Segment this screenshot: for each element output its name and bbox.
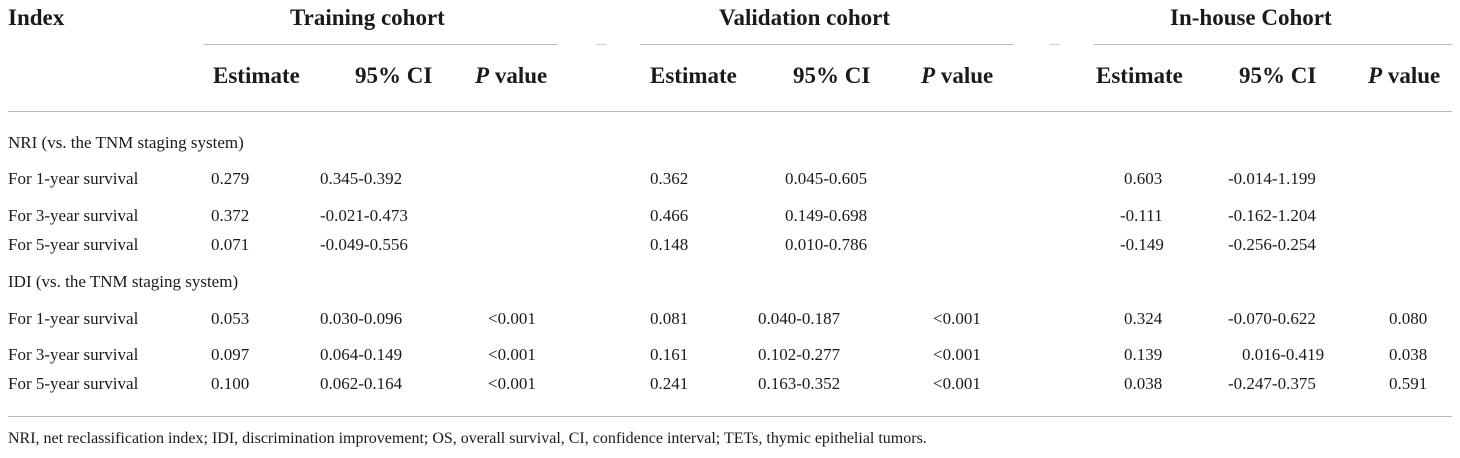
sub-p-value: P value	[921, 63, 994, 88]
training-estimate: 0.100	[211, 374, 250, 393]
table-bottom-rule	[8, 416, 1452, 417]
row-label: For 5-year survival	[8, 235, 139, 254]
header-validation-cohort: Validation cohort	[719, 5, 891, 30]
inhouse-p: 0.038	[1389, 345, 1428, 364]
row-label: For 5-year survival	[8, 374, 139, 393]
validation-estimate: 0.161	[650, 345, 689, 364]
training-underline	[204, 44, 558, 45]
training-estimate: 0.372	[211, 206, 250, 225]
sub-estimate: Estimate	[213, 63, 300, 88]
sub-ci: 95% CI	[355, 63, 433, 88]
inhouse-estimate: 0.038	[1124, 374, 1163, 393]
training-ci: -0.021-0.473	[320, 206, 408, 225]
header-inhouse-cohort: In-house Cohort	[1170, 5, 1332, 30]
validation-ci: 0.040-0.187	[758, 309, 841, 328]
inhouse-estimate: 0.139	[1124, 345, 1163, 364]
validation-ci: 0.102-0.277	[758, 345, 841, 364]
header-index: Index	[8, 5, 65, 30]
header-training-cohort: Training cohort	[290, 5, 445, 30]
inhouse-ci: 0.016-0.419	[1242, 345, 1325, 364]
sub-ci: 95% CI	[793, 63, 871, 88]
validation-ci: 0.163-0.352	[758, 374, 841, 393]
inhouse-underline	[1094, 44, 1452, 45]
validation-estimate: 0.241	[650, 374, 689, 393]
header-bottom-rule	[8, 111, 1452, 112]
inhouse-ci: -0.070-0.622	[1228, 309, 1316, 328]
inhouse-p: 0.080	[1389, 309, 1428, 328]
inhouse-p: 0.591	[1389, 374, 1428, 393]
inhouse-estimate: -0.149	[1120, 235, 1164, 254]
sub-estimate: Estimate	[650, 63, 737, 88]
validation-p: <0.001	[933, 309, 981, 328]
training-ci: 0.030-0.096	[320, 309, 403, 328]
row-label: For 1-year survival	[8, 169, 139, 188]
training-ci: 0.062-0.164	[320, 374, 403, 393]
inhouse-estimate: 0.603	[1124, 169, 1163, 188]
validation-estimate: 0.081	[650, 309, 689, 328]
validation-ci: 0.149-0.698	[785, 206, 868, 225]
validation-ci: 0.010-0.786	[785, 235, 868, 254]
inhouse-estimate: -0.111	[1120, 206, 1163, 225]
inhouse-ci: -0.247-0.375	[1228, 374, 1316, 393]
sub-estimate: Estimate	[1096, 63, 1183, 88]
sub-p-value: P value	[475, 63, 548, 88]
sub-ci: 95% CI	[1239, 63, 1317, 88]
inhouse-estimate: 0.324	[1124, 309, 1163, 328]
training-estimate: 0.071	[211, 235, 250, 254]
row-label: For 3-year survival	[8, 345, 139, 364]
training-p: <0.001	[488, 374, 536, 393]
training-p: <0.001	[488, 345, 536, 364]
validation-estimate: 0.148	[650, 235, 689, 254]
row-label: For 3-year survival	[8, 206, 139, 225]
sub-p-value: P value	[1368, 63, 1441, 88]
separator-dash	[596, 44, 606, 45]
validation-ci: 0.045-0.605	[785, 169, 868, 188]
validation-estimate: 0.466	[650, 206, 689, 225]
inhouse-ci: -0.014-1.199	[1228, 169, 1316, 188]
section-title-idi: IDI (vs. the TNM staging system)	[8, 272, 239, 291]
footnote: NRI, net reclassification index; IDI, di…	[8, 430, 927, 447]
section-title-nri: NRI (vs. the TNM staging system)	[8, 133, 244, 152]
validation-underline	[640, 44, 1014, 45]
training-estimate: 0.097	[211, 345, 250, 364]
training-p: <0.001	[488, 309, 536, 328]
validation-p: <0.001	[933, 345, 981, 364]
training-estimate: 0.053	[211, 309, 250, 328]
inhouse-ci: -0.256-0.254	[1228, 235, 1316, 254]
training-ci: 0.345-0.392	[320, 169, 403, 188]
training-ci: -0.049-0.556	[320, 235, 408, 254]
separator-dash	[1050, 44, 1060, 45]
validation-estimate: 0.362	[650, 169, 689, 188]
inhouse-ci: -0.162-1.204	[1228, 206, 1316, 225]
validation-p: <0.001	[933, 374, 981, 393]
training-estimate: 0.279	[211, 169, 250, 188]
training-ci: 0.064-0.149	[320, 345, 403, 364]
row-label: For 1-year survival	[8, 309, 139, 328]
